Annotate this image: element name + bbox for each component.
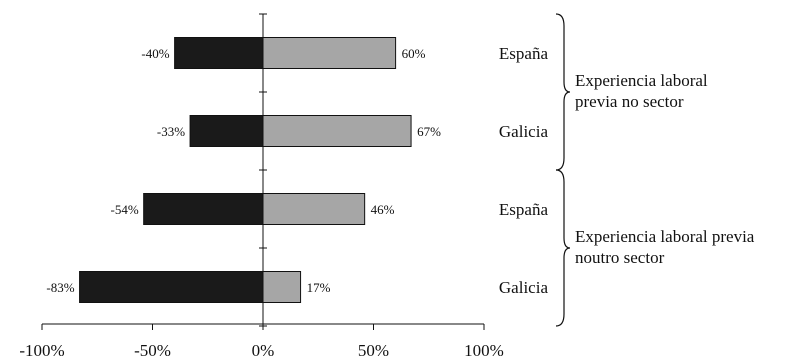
data-label-negative: -40% [141, 46, 169, 61]
data-label-positive: 60% [402, 46, 426, 61]
bar-negative [189, 115, 264, 147]
bar-negative [143, 193, 264, 225]
data-label-negative: -83% [46, 280, 74, 295]
data-label-positive: 46% [371, 202, 395, 217]
x-tick-label: 100% [464, 341, 504, 360]
group-label: Experiencia laboral previa [575, 227, 755, 246]
x-tick-label: -50% [134, 341, 171, 360]
data-label-positive: 67% [417, 124, 441, 139]
bar-negative [79, 271, 264, 303]
group-label: noutro sector [575, 248, 665, 267]
category-label: Galicia [499, 278, 549, 297]
bar-positive [262, 271, 302, 303]
category-label: España [499, 44, 549, 63]
bar-negative [174, 37, 264, 69]
group-label: Experiencia laboral [575, 71, 708, 90]
x-tick-label: 0% [252, 341, 275, 360]
group-brace [555, 169, 571, 327]
category-label: España [499, 200, 549, 219]
bar-positive [262, 115, 412, 147]
category-label: Galicia [499, 122, 549, 141]
bar-positive [262, 193, 366, 225]
group-label: previa no sector [575, 92, 684, 111]
bar-positive [262, 37, 397, 69]
x-tick-label: -100% [19, 341, 64, 360]
data-label-negative: -33% [157, 124, 185, 139]
data-label-positive: 17% [307, 280, 331, 295]
group-brace [555, 13, 571, 171]
data-label-negative: -54% [110, 202, 138, 217]
x-tick-label: 50% [358, 341, 389, 360]
